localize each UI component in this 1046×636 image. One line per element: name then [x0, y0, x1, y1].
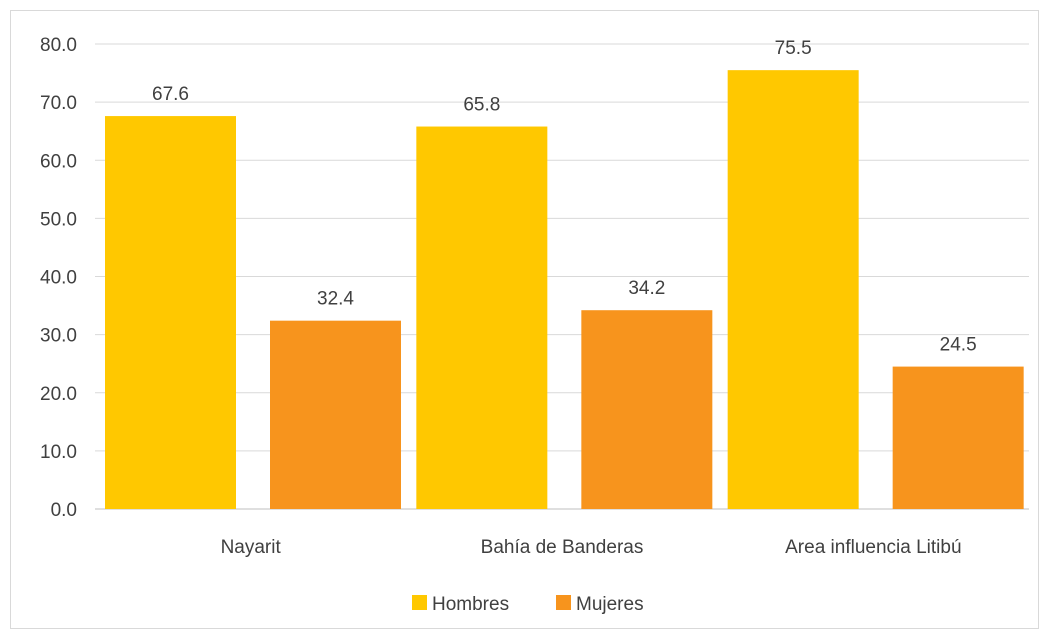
x-axis-category-labels: Nayarit Bahía de Banderas Area influencia …	[221, 537, 962, 558]
data-label: 65.8	[463, 95, 500, 116]
data-label: 34.2	[628, 278, 665, 299]
legend-swatch-mujeres	[556, 595, 571, 610]
bars	[105, 70, 1024, 509]
y-tick-label: 0.0	[51, 500, 77, 521]
y-tick-label: 10.0	[40, 442, 77, 463]
x-category-label: Bahía de Banderas	[481, 537, 644, 558]
y-tick-label: 70.0	[40, 93, 77, 114]
y-tick-label: 40.0	[40, 268, 77, 289]
data-label: 24.5	[940, 335, 977, 356]
y-tick-label: 30.0	[40, 326, 77, 347]
x-category-label: Area influencia Litibú	[785, 537, 961, 558]
bar-hombres	[105, 116, 236, 509]
bar-hombres	[727, 70, 859, 509]
data-labels: 67.6 32.4 65.8 34.2 75.5 24.5	[152, 38, 977, 355]
y-tick-label: 60.0	[40, 151, 77, 172]
legend-label: Mujeres	[576, 594, 644, 615]
bar-mujeres	[270, 320, 401, 509]
legend-label: Hombres	[432, 594, 509, 615]
y-axis-tick-labels: 0.0 10.0 20.0 30.0 40.0 50.0 60.0 70.0 80.0	[40, 35, 77, 521]
y-tick-label: 80.0	[40, 35, 77, 56]
y-tick-label: 20.0	[40, 384, 77, 405]
legend: Hombres Mujeres	[412, 594, 644, 615]
bar-mujeres	[892, 366, 1024, 509]
data-label: 67.6	[152, 84, 189, 105]
data-label: 75.5	[775, 38, 812, 59]
bar-hombres	[416, 126, 548, 509]
y-tick-label: 50.0	[40, 209, 77, 230]
gridlines	[95, 43, 1029, 510]
x-category-label: Nayarit	[221, 537, 282, 558]
data-label: 32.4	[317, 289, 354, 310]
legend-swatch-hombres	[412, 595, 427, 610]
bar-mujeres	[581, 310, 713, 509]
